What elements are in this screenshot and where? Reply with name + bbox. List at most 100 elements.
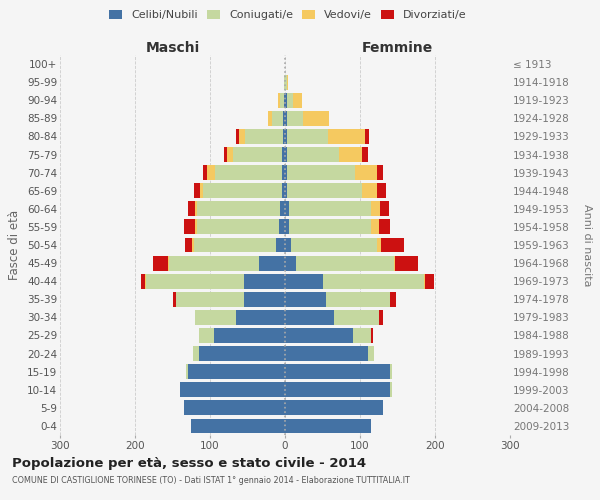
Bar	[197, 202, 280, 216]
Bar	[280, 93, 284, 108]
Bar	[180, 382, 285, 397]
Y-axis label: Anni di nascita: Anni di nascita	[582, 204, 592, 286]
Bar	[280, 202, 285, 216]
Bar	[236, 310, 285, 325]
Bar	[287, 147, 339, 162]
Bar	[173, 292, 176, 306]
Bar	[193, 346, 199, 361]
Bar	[287, 74, 288, 90]
Bar	[271, 111, 283, 126]
Bar	[239, 129, 245, 144]
Bar	[268, 111, 271, 126]
Bar	[291, 238, 377, 252]
Text: COMUNE DI CASTIGLIONE TORINESE (TO) - Dati ISTAT 1° gennaio 2014 - Elaborazione : COMUNE DI CASTIGLIONE TORINESE (TO) - Da…	[12, 476, 410, 485]
Bar	[285, 129, 287, 144]
Bar	[390, 382, 392, 397]
Bar	[141, 274, 145, 288]
Bar	[379, 310, 383, 325]
Bar	[285, 238, 291, 252]
Bar	[195, 202, 197, 216]
Bar	[287, 165, 355, 180]
Bar	[323, 274, 424, 288]
Bar	[215, 165, 282, 180]
Bar	[355, 165, 377, 180]
Bar	[282, 165, 285, 180]
Bar	[285, 292, 326, 306]
Bar	[184, 400, 285, 415]
Bar	[285, 165, 287, 180]
Bar	[244, 292, 285, 306]
Bar	[425, 274, 433, 288]
Bar	[176, 292, 244, 306]
Bar	[184, 220, 195, 234]
Bar	[394, 256, 395, 270]
Bar	[285, 418, 371, 434]
Bar	[326, 292, 390, 306]
Bar	[287, 111, 303, 126]
Text: Maschi: Maschi	[145, 41, 200, 55]
Bar	[191, 418, 285, 434]
Bar	[197, 220, 279, 234]
Bar	[283, 111, 285, 126]
Bar	[371, 328, 373, 343]
Text: Femmine: Femmine	[362, 41, 433, 55]
Bar	[259, 256, 285, 270]
Bar	[283, 129, 285, 144]
Bar	[195, 310, 236, 325]
Bar	[276, 238, 285, 252]
Text: Popolazione per età, sesso e stato civile - 2014: Popolazione per età, sesso e stato civil…	[12, 458, 366, 470]
Bar	[379, 220, 390, 234]
Bar	[207, 165, 215, 180]
Bar	[284, 93, 285, 108]
Bar	[285, 400, 383, 415]
Bar	[244, 274, 285, 288]
Bar	[293, 93, 302, 108]
Bar	[285, 184, 287, 198]
Bar	[377, 165, 383, 180]
Bar	[285, 346, 367, 361]
Bar	[285, 310, 334, 325]
Bar	[278, 93, 280, 108]
Bar	[377, 184, 386, 198]
Bar	[285, 364, 390, 379]
Bar	[187, 202, 195, 216]
Bar	[153, 256, 168, 270]
Bar	[235, 129, 239, 144]
Bar	[186, 364, 187, 379]
Bar	[380, 202, 389, 216]
Bar	[284, 74, 285, 90]
Bar	[282, 147, 285, 162]
Bar	[367, 346, 373, 361]
Bar	[371, 220, 379, 234]
Bar	[199, 328, 214, 343]
Bar	[285, 256, 296, 270]
Bar	[390, 364, 392, 379]
Bar	[193, 238, 276, 252]
Bar	[339, 147, 361, 162]
Bar	[395, 256, 418, 270]
Bar	[187, 364, 285, 379]
Bar	[195, 220, 197, 234]
Bar	[353, 328, 371, 343]
Bar	[199, 184, 203, 198]
Bar	[223, 147, 227, 162]
Bar	[146, 274, 244, 288]
Bar	[287, 184, 362, 198]
Bar	[193, 184, 199, 198]
Bar	[362, 184, 377, 198]
Bar	[377, 238, 381, 252]
Bar	[169, 256, 259, 270]
Bar	[285, 220, 289, 234]
Bar	[289, 202, 371, 216]
Bar	[289, 220, 371, 234]
Bar	[285, 274, 323, 288]
Bar	[279, 220, 285, 234]
Bar	[390, 292, 396, 306]
Bar	[285, 328, 353, 343]
Bar	[285, 202, 289, 216]
Bar	[287, 129, 328, 144]
Bar	[285, 382, 390, 397]
Bar	[365, 129, 369, 144]
Bar	[371, 202, 380, 216]
Bar	[203, 184, 282, 198]
